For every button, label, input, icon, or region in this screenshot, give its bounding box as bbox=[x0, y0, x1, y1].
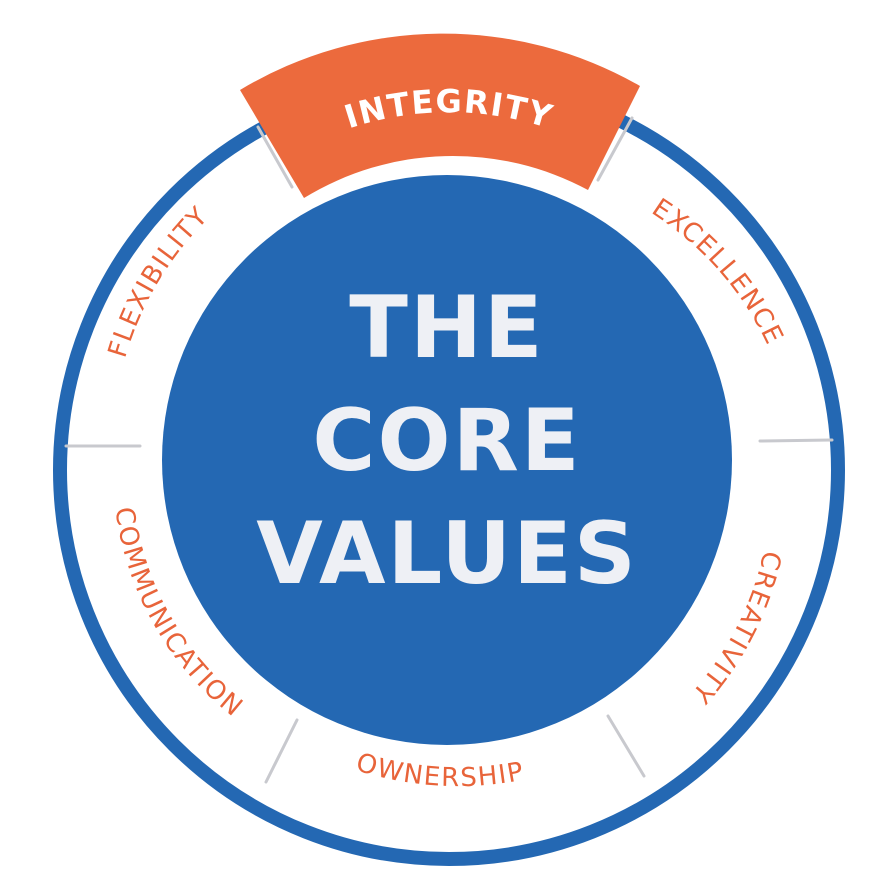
center-title: THE CORE VALUES bbox=[256, 278, 638, 604]
center-title-line-2: CORE bbox=[312, 391, 581, 491]
center-title-line-1: THE bbox=[349, 278, 544, 378]
divider-right bbox=[758, 438, 834, 443]
divider-top-left bbox=[256, 125, 294, 189]
center-circle bbox=[162, 175, 732, 745]
center-title-line-3: VALUES bbox=[256, 504, 638, 604]
divider-top-right bbox=[596, 116, 634, 182]
divider-bottom-left bbox=[264, 718, 299, 784]
segment-dividers bbox=[64, 116, 834, 784]
divider-bottom-right bbox=[606, 714, 646, 778]
segment-integrity[interactable] bbox=[240, 33, 640, 198]
